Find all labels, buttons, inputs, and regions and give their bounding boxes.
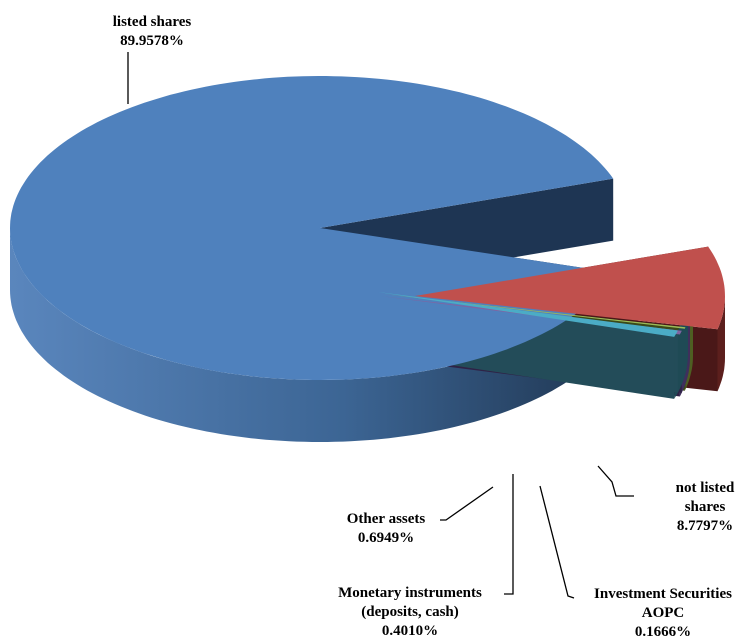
listed-shares-label: listed shares 89.9578% (113, 14, 192, 49)
not-listed-shares-label: not listed shares 8.7797% (676, 480, 735, 534)
listed-shares-value-label: 89.9578% (120, 33, 184, 49)
investment-securities-aopc-name-label: AOPC (642, 605, 685, 621)
other-assets-value-label: 0.6949% (358, 530, 414, 546)
investment-securities-aopc-value-label: 0.1666% (635, 624, 691, 640)
other-assets-leader-line (440, 486, 494, 521)
not-listed-shares-outer-wall (717, 296, 725, 392)
monetary-instruments-deposits-cash-label: Monetary instruments (deposits, cash) 0.40… (338, 585, 482, 639)
monetary-instruments-deposits-cash-name-label: (deposits, cash) (361, 604, 459, 620)
not-listed-shares-name-label: not listed (676, 480, 735, 496)
not-listed-shares-value-label: 8.7797% (677, 518, 733, 534)
other-assets-slice (378, 292, 678, 337)
other-assets-name-label: Other assets (347, 511, 426, 527)
monetary-instruments-deposits-cash-name-label: Monetary instruments (338, 585, 482, 601)
monetary-instruments-deposits-cash-value-label: 0.4010% (382, 623, 438, 639)
monetary-instruments-deposits-cash-leader-line (504, 474, 514, 595)
other-assets-label: Other assets 0.6949% (347, 511, 426, 546)
not-listed-shares-name-label: shares (685, 499, 726, 515)
listed-shares-name-label: listed shares (113, 14, 192, 30)
investment-securities-aopc-label: Investment Securities AOPC 0.1666% (594, 586, 732, 640)
not-listed-shares-slice (415, 246, 725, 330)
investment-securities-aopc-name-label: Investment Securities (594, 586, 732, 602)
not-listed-shares-leader-line (597, 465, 634, 497)
investment-securities-aopc-leader-line (539, 485, 575, 599)
listed-shares-outer-wall (10, 228, 617, 442)
